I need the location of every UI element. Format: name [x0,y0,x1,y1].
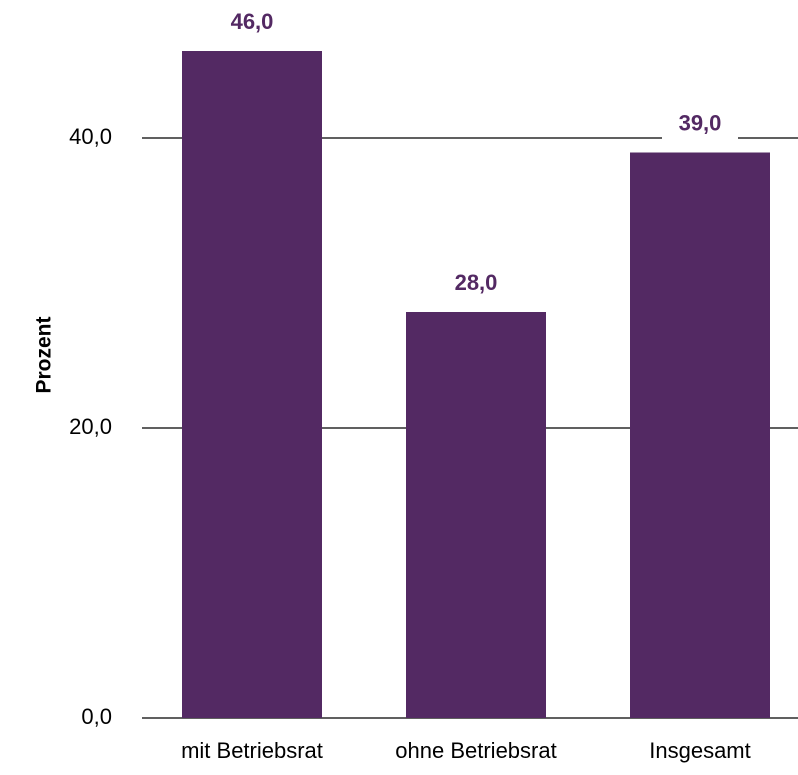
value-label: 39,0 [679,110,722,135]
y-tick-label: 0,0 [81,704,112,729]
bar-1 [182,51,322,718]
value-label-background [214,8,290,38]
y-tick-label: 20,0 [69,414,112,439]
bars [182,51,770,718]
x-category-label: mit Betriebsrat [181,738,323,763]
value-label-background [662,109,738,140]
y-axis-ticks: 0,0 20,0 40,0 [69,124,112,729]
x-category-label: ohne Betriebsrat [395,738,556,763]
value-labels: 46,0 28,0 39,0 [214,8,738,299]
bar-3 [630,152,770,718]
value-label-background [438,269,514,299]
value-label: 28,0 [455,270,498,295]
x-axis-labels: mit Betriebsrat ohne Betriebsrat Insgesamt [181,738,751,763]
value-label: 46,0 [231,9,274,34]
y-axis-title: Prozent [33,316,56,393]
y-tick-label: 40,0 [69,124,112,149]
bar-2 [406,312,546,718]
x-category-label: Insgesamt [649,738,751,763]
